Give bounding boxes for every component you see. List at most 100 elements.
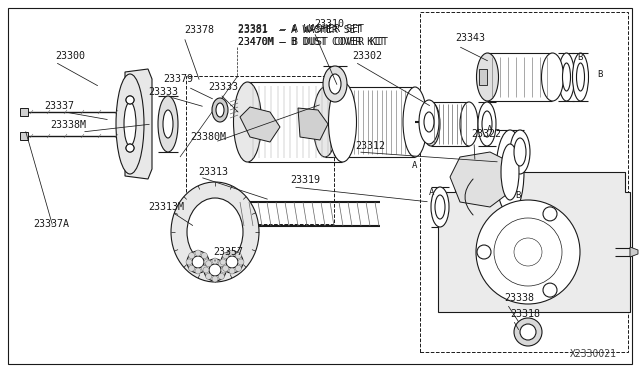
Circle shape: [221, 267, 227, 273]
Text: 23312: 23312: [355, 141, 385, 151]
Circle shape: [212, 276, 218, 282]
Ellipse shape: [328, 82, 356, 162]
Circle shape: [186, 259, 192, 265]
Text: 23379: 23379: [163, 74, 193, 84]
Ellipse shape: [501, 144, 519, 200]
Circle shape: [226, 256, 238, 268]
Text: 23343: 23343: [455, 33, 485, 43]
Ellipse shape: [477, 53, 499, 101]
Circle shape: [126, 96, 134, 104]
Ellipse shape: [431, 187, 449, 227]
Text: B: B: [597, 70, 603, 78]
Ellipse shape: [403, 87, 427, 157]
Circle shape: [543, 283, 557, 297]
Circle shape: [543, 207, 557, 221]
Circle shape: [204, 259, 210, 265]
Polygon shape: [479, 69, 488, 85]
Circle shape: [229, 268, 235, 274]
Circle shape: [229, 250, 235, 256]
Circle shape: [477, 245, 491, 259]
Ellipse shape: [435, 195, 445, 219]
Ellipse shape: [460, 102, 478, 146]
Text: 23470M — B DUST COVER KIT: 23470M — B DUST COVER KIT: [238, 37, 388, 47]
Ellipse shape: [171, 182, 259, 282]
Circle shape: [205, 261, 212, 267]
Polygon shape: [20, 108, 28, 116]
Ellipse shape: [478, 102, 496, 146]
Ellipse shape: [116, 74, 144, 174]
Circle shape: [520, 324, 536, 340]
Ellipse shape: [419, 100, 439, 144]
Text: 23310: 23310: [314, 19, 344, 29]
Ellipse shape: [163, 110, 173, 138]
Polygon shape: [298, 108, 328, 140]
Text: 23313M: 23313M: [148, 202, 184, 212]
Polygon shape: [450, 152, 510, 207]
Ellipse shape: [424, 112, 434, 132]
Circle shape: [189, 265, 195, 271]
Circle shape: [209, 264, 221, 276]
Circle shape: [189, 253, 195, 259]
Circle shape: [126, 144, 134, 152]
Text: B: B: [515, 190, 521, 199]
Circle shape: [192, 256, 204, 268]
Ellipse shape: [323, 66, 347, 102]
Circle shape: [476, 200, 580, 304]
Ellipse shape: [577, 63, 584, 91]
Polygon shape: [438, 172, 630, 312]
Ellipse shape: [541, 53, 563, 101]
Circle shape: [236, 253, 241, 259]
Circle shape: [494, 218, 562, 286]
Circle shape: [195, 268, 201, 274]
Circle shape: [202, 253, 207, 259]
Circle shape: [126, 96, 134, 104]
Ellipse shape: [563, 63, 570, 91]
Ellipse shape: [212, 98, 228, 122]
Ellipse shape: [514, 138, 526, 166]
Ellipse shape: [313, 87, 337, 157]
Polygon shape: [20, 132, 28, 140]
Circle shape: [223, 253, 228, 259]
Text: 23322: 23322: [471, 129, 501, 139]
Ellipse shape: [559, 53, 575, 101]
Ellipse shape: [573, 53, 589, 101]
Text: A: A: [487, 125, 493, 134]
Ellipse shape: [234, 82, 262, 162]
Text: 23300: 23300: [55, 51, 85, 61]
Circle shape: [220, 259, 226, 265]
Circle shape: [218, 261, 225, 267]
Circle shape: [205, 273, 212, 279]
Text: B: B: [577, 52, 582, 61]
Circle shape: [204, 259, 226, 281]
Text: 23318: 23318: [510, 309, 540, 319]
Text: 23302: 23302: [352, 51, 382, 61]
Text: 23381  — A WASHER SET: 23381 — A WASHER SET: [238, 24, 364, 34]
Circle shape: [236, 265, 241, 271]
Circle shape: [187, 251, 209, 273]
Text: 23337A: 23337A: [33, 219, 69, 229]
Circle shape: [514, 318, 542, 346]
Text: 23337: 23337: [44, 101, 74, 111]
Text: 23319: 23319: [290, 175, 320, 185]
Text: 23357: 23357: [213, 247, 243, 257]
Text: 23333: 23333: [148, 87, 178, 97]
Circle shape: [202, 265, 207, 271]
Circle shape: [218, 273, 225, 279]
Text: X2330021: X2330021: [570, 349, 617, 359]
Ellipse shape: [216, 103, 224, 117]
Bar: [186, 76, 334, 224]
Text: 23381  — A WASHER SET: 23381 — A WASHER SET: [238, 25, 362, 35]
Ellipse shape: [482, 111, 492, 137]
Polygon shape: [240, 107, 280, 142]
Circle shape: [212, 258, 218, 264]
Text: 23470M — B DUST COVER KIT: 23470M — B DUST COVER KIT: [238, 37, 385, 47]
Polygon shape: [630, 247, 638, 257]
Circle shape: [514, 238, 542, 266]
Ellipse shape: [124, 102, 136, 146]
Ellipse shape: [422, 102, 440, 146]
Circle shape: [203, 267, 209, 273]
Ellipse shape: [329, 74, 341, 94]
Polygon shape: [125, 69, 152, 179]
Circle shape: [195, 250, 201, 256]
Text: A: A: [429, 187, 435, 196]
